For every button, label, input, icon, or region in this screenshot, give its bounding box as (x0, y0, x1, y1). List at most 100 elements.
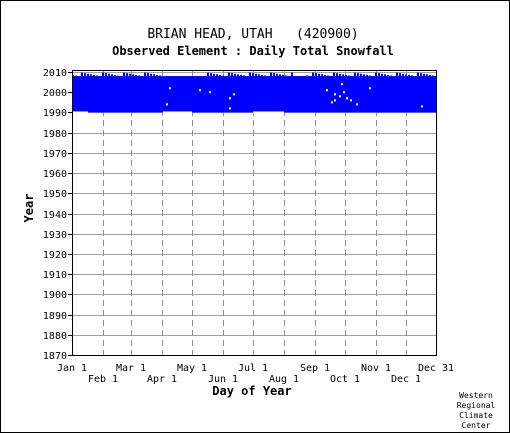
recent-year-mark (228, 72, 230, 77)
recent-year-mark (405, 74, 407, 77)
recent-year-mark (339, 73, 341, 77)
recent-year-mark (159, 75, 161, 77)
recent-year-mark (243, 75, 245, 77)
recent-year-mark (333, 72, 335, 77)
chart-subtitle: Observed Element : Daily Total Snowfall (112, 44, 394, 58)
recent-year-mark (87, 73, 89, 77)
missing-day-mark (339, 95, 341, 98)
x-tick-label: Oct 1 (330, 374, 360, 385)
recent-year-mark (150, 73, 152, 77)
recent-year-mark (354, 72, 356, 77)
credit-line: Regional (457, 401, 496, 410)
recent-year-mark (123, 72, 125, 77)
recent-year-mark (375, 72, 377, 77)
recent-year-mark (264, 75, 266, 77)
y-tick-label: 1900 (43, 290, 67, 301)
missing-day-mark (229, 97, 231, 100)
y-tick-label: 1980 (43, 129, 67, 140)
recent-year-mark (432, 75, 434, 77)
recent-year-mark (306, 75, 308, 77)
recent-year-mark (390, 75, 392, 77)
x-tick-label: Jan 1 (57, 363, 87, 374)
recent-year-mark (399, 73, 401, 77)
x-tick-label: Jul 1 (238, 363, 268, 374)
missing-row-gap (72, 111, 88, 114)
recent-year-mark (81, 72, 83, 77)
recent-year-mark (369, 75, 371, 77)
recent-year-mark (135, 74, 137, 77)
recent-year-mark (321, 74, 323, 77)
y-tick-label: 1960 (43, 169, 67, 180)
credit-line: Climate (459, 411, 493, 420)
recent-year-mark (234, 73, 236, 77)
recent-year-mark (96, 75, 98, 77)
recent-year-mark (285, 75, 287, 77)
y-tick-label: 1870 (43, 351, 67, 362)
recent-year-mark (411, 75, 413, 77)
recent-year-mark (336, 73, 338, 77)
recent-year-mark (423, 73, 425, 77)
credit-line: Western (459, 391, 493, 400)
recent-year-mark (90, 74, 92, 77)
missing-day-mark (350, 99, 352, 102)
recent-year-mark (222, 75, 224, 77)
recent-year-mark (144, 72, 146, 77)
chart-title: BRIAN HEAD, UTAH (420900) (147, 27, 358, 42)
recent-year-mark (240, 74, 242, 77)
recent-year-mark (273, 73, 275, 77)
missing-day-mark (334, 99, 336, 102)
recent-year-mark (291, 72, 293, 77)
missing-day-mark (341, 83, 343, 86)
missing-day-mark (421, 105, 423, 108)
recent-year-mark (270, 72, 272, 77)
y-tick-label: 2010 (43, 68, 67, 79)
recent-year-mark (108, 73, 110, 77)
x-tick-label: Jun 1 (208, 374, 238, 385)
recent-year-mark (282, 74, 284, 77)
recent-year-mark (156, 74, 158, 77)
recent-year-mark (381, 73, 383, 77)
x-tick-label: Aug 1 (269, 374, 299, 385)
missing-row-gap (163, 111, 192, 114)
y-tick-label: 1990 (43, 108, 67, 119)
plot-border (72, 70, 437, 356)
x-tick-label: Apr 1 (147, 374, 177, 385)
recent-year-mark (342, 74, 344, 77)
missing-day-mark (343, 91, 345, 94)
y-tick-label: 1920 (43, 250, 67, 261)
y-tick-label: 2000 (43, 88, 67, 99)
recent-year-mark (210, 73, 212, 77)
recent-year-mark (276, 73, 278, 77)
y-tick-label: 1880 (43, 331, 67, 342)
recent-year-mark (417, 72, 419, 77)
recent-year-mark (114, 74, 116, 77)
missing-day-mark (356, 103, 358, 106)
x-axis-label: Day of Year (212, 384, 291, 398)
recent-year-mark (117, 75, 119, 77)
recent-year-mark (126, 73, 128, 77)
x-tick-label: Nov 1 (361, 363, 391, 374)
recent-year-mark (129, 73, 131, 77)
recent-year-mark (279, 74, 281, 77)
recent-year-mark (153, 74, 155, 77)
recent-year-mark (420, 73, 422, 77)
y-tick-label: 1890 (43, 311, 67, 322)
recent-year-mark (102, 72, 104, 77)
recent-year-mark (138, 75, 140, 77)
recent-year-mark (84, 73, 86, 77)
missing-day-mark (346, 97, 348, 100)
recent-year-mark (258, 74, 260, 77)
missing-day-mark (209, 91, 211, 94)
recent-year-mark (348, 75, 350, 77)
recent-year-mark (252, 73, 254, 77)
recent-year-mark (261, 74, 263, 77)
y-axis-ticks: 1870 1880 1890 1900 1910 1920 1930 1940 1950 1960… (43, 68, 72, 362)
recent-year-mark (402, 73, 404, 77)
recent-year-mark (408, 74, 410, 77)
y-tick-label: 1930 (43, 230, 67, 241)
recent-year-mark (429, 74, 431, 77)
y-tick-label: 1910 (43, 270, 67, 281)
recent-year-mark (231, 73, 233, 77)
recent-year-mark (318, 73, 320, 77)
